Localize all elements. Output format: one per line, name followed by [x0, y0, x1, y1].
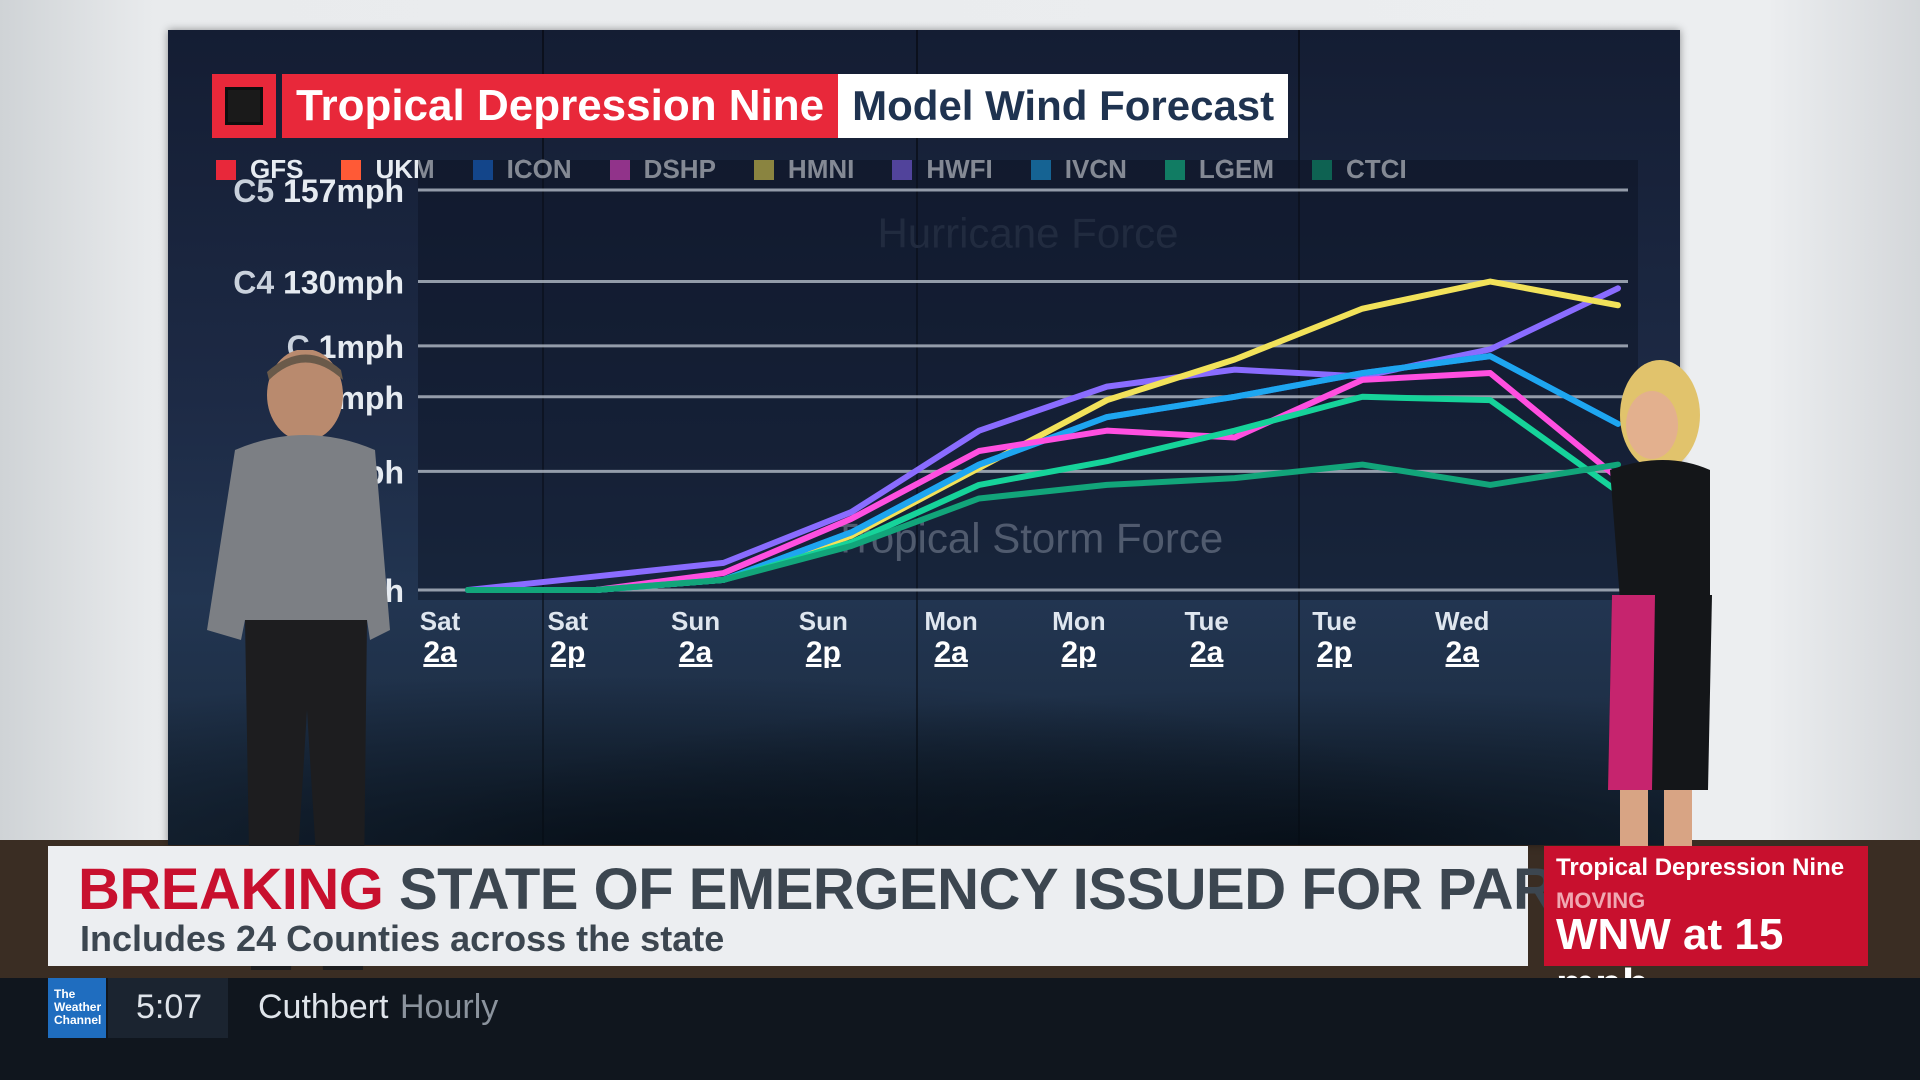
storm-name: Tropical Depression Nine [1556, 854, 1845, 881]
series-line-ctci [465, 461, 1621, 593]
x-tick-time: 2p [1061, 636, 1096, 669]
legend-label: UKM [375, 154, 435, 184]
x-tick-day: Tue [1312, 606, 1356, 636]
plot-area [418, 160, 1638, 600]
x-tick-day: Tue [1185, 606, 1229, 636]
weather-channel-logo: The Weather Channel [48, 978, 106, 1038]
legend-label: CTCI [1346, 154, 1407, 185]
legend-item-dshp: DSHP [609, 154, 716, 185]
legend-swatch [609, 159, 630, 180]
legend-label: HMNI [788, 154, 854, 185]
chart-legend: GFS UKM ICON DSHP HMNI HWFI IVCN LGEM CTCI [216, 154, 1445, 185]
legend-swatch [1030, 159, 1051, 180]
legend-item-ctci: CTCI [1312, 154, 1407, 185]
legend-label: ICON [507, 154, 572, 185]
clock: 5:07 [136, 988, 203, 1026]
x-tick-time: 2a [1446, 636, 1480, 669]
breaking-label: BREAKING [78, 857, 384, 922]
title-square-icon [212, 74, 276, 138]
chart-title-bar: Tropical Depression Nine Model Wind Fore… [212, 74, 1289, 138]
clock-box: 5:07 [108, 978, 228, 1038]
chart-subtitle: Model Wind Forecast [838, 74, 1289, 138]
chart-title: Tropical Depression Nine [282, 74, 839, 138]
ticker-subline: Includes 24 Counties across the state [80, 918, 725, 959]
storm-info-box: Tropical Depression Nine MOVING WNW at 1… [1544, 846, 1868, 1009]
legend-swatch [341, 159, 362, 180]
x-tick-time: 2a [679, 636, 713, 669]
panel-seam [916, 30, 918, 845]
bottom-info-bar: The Weather Channel 5:07 Cuthbert Hourly [0, 978, 1920, 1080]
legend-label: DSHP [644, 154, 716, 185]
legend-label: GFS [250, 154, 304, 184]
legend-item-ukm: UKM [341, 154, 435, 185]
zone-label-hurricane: Hurricane Force [877, 210, 1178, 257]
legend-swatch [472, 159, 493, 180]
x-tick-day: Sun [799, 606, 848, 636]
palm-background [168, 645, 1680, 845]
video-wall-screen: Tropical Depression Nine Model Wind Fore… [168, 30, 1680, 845]
legend-item-hmni: HMNI [753, 154, 854, 185]
legend-swatch [216, 159, 236, 180]
legend-swatch [1312, 159, 1333, 180]
series-line-dshp [465, 370, 1621, 593]
location-label: Cuthbert [258, 988, 389, 1026]
x-tick-day: Sun [671, 606, 720, 636]
x-tick-day: Mon [1052, 606, 1105, 636]
x-tick-day: Sat [548, 606, 589, 636]
legend-swatch [892, 159, 913, 180]
x-tick-time: 2p [550, 636, 585, 669]
legend-label: HWFI [926, 154, 992, 185]
x-tick-day: Wed [1435, 606, 1489, 636]
storm-moving-label: MOVING [1556, 888, 1646, 913]
x-tick-time: 2a [423, 636, 457, 669]
legend-swatch [1164, 159, 1185, 180]
y-tick-label: C4 130mph [233, 265, 404, 301]
legend-item-hwfi: HWFI [892, 154, 993, 185]
x-tick-time: 2a [934, 636, 968, 669]
forecast-mode-label: Hourly [400, 988, 499, 1026]
legend-item-icon: ICON [472, 154, 572, 185]
legend-swatch [753, 159, 774, 180]
panel-seam [1298, 30, 1300, 845]
legend-item-gfs: GFS [216, 154, 303, 185]
legend-label: IVCN [1065, 154, 1127, 185]
x-tick-day: Mon [924, 606, 977, 636]
x-tick-day: Sat [420, 606, 461, 636]
x-tick-time: 2a [1190, 636, 1224, 669]
legend-item-lgem: LGEM [1164, 154, 1274, 185]
legend-label: LGEM [1199, 154, 1274, 185]
legend-item-ivcn: IVCN [1030, 154, 1127, 185]
x-tick-time: 2p [806, 636, 841, 669]
y-tick-label: C5 157mph [233, 173, 404, 209]
panel-seam [542, 30, 544, 845]
x-tick-time: 2p [1317, 636, 1352, 669]
breaking-news-ticker: BREAKING STATE OF EMERGENCY ISSUED FOR P… [48, 846, 1809, 966]
